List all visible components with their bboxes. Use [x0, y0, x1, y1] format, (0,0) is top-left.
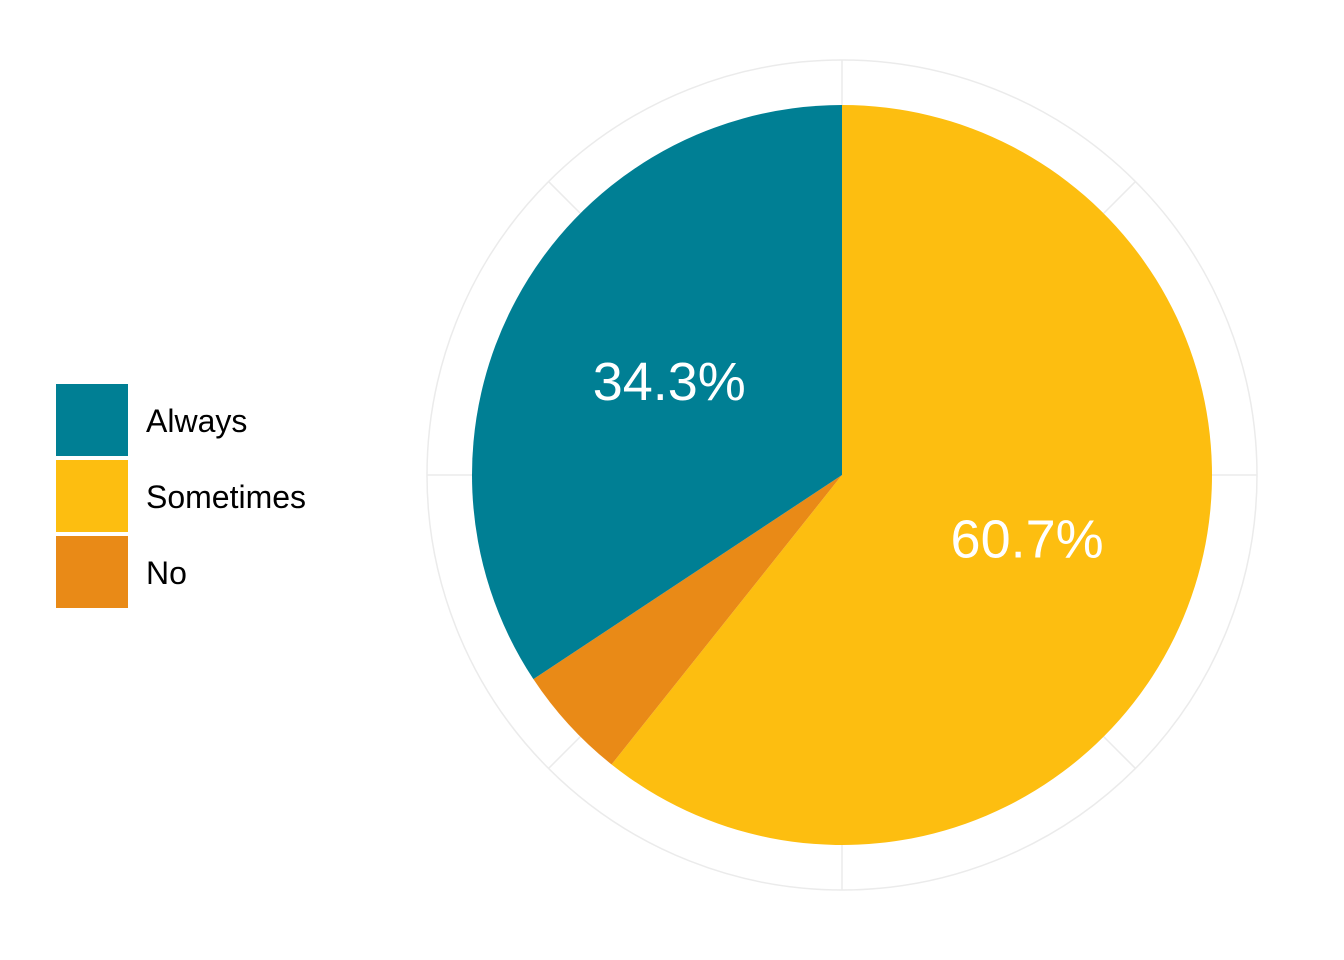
grid-spoke [548, 181, 581, 214]
grid-spoke [1103, 181, 1136, 214]
data-label-always: 34.3% [593, 352, 746, 412]
legend-key-sometimes [56, 460, 128, 532]
pie-slice-no [533, 475, 842, 765]
legend-key-always [56, 384, 128, 456]
slice-labels: 34.3% 60.7% [593, 352, 1104, 570]
legend-label-always: Always [146, 403, 247, 439]
legend-label-no: No [146, 555, 187, 591]
pie-slices [472, 105, 1212, 845]
grid-spoke [548, 736, 581, 769]
legend-key-no [56, 536, 128, 608]
pie-slice-sometimes [611, 105, 1212, 845]
polar-grid [426, 59, 1258, 891]
grid-spoke [1103, 736, 1136, 769]
pie-slice-always [472, 105, 842, 680]
legend: Always Sometimes No [56, 384, 306, 608]
data-label-sometimes: 60.7% [951, 510, 1104, 570]
legend-label-sometimes: Sometimes [146, 479, 306, 515]
